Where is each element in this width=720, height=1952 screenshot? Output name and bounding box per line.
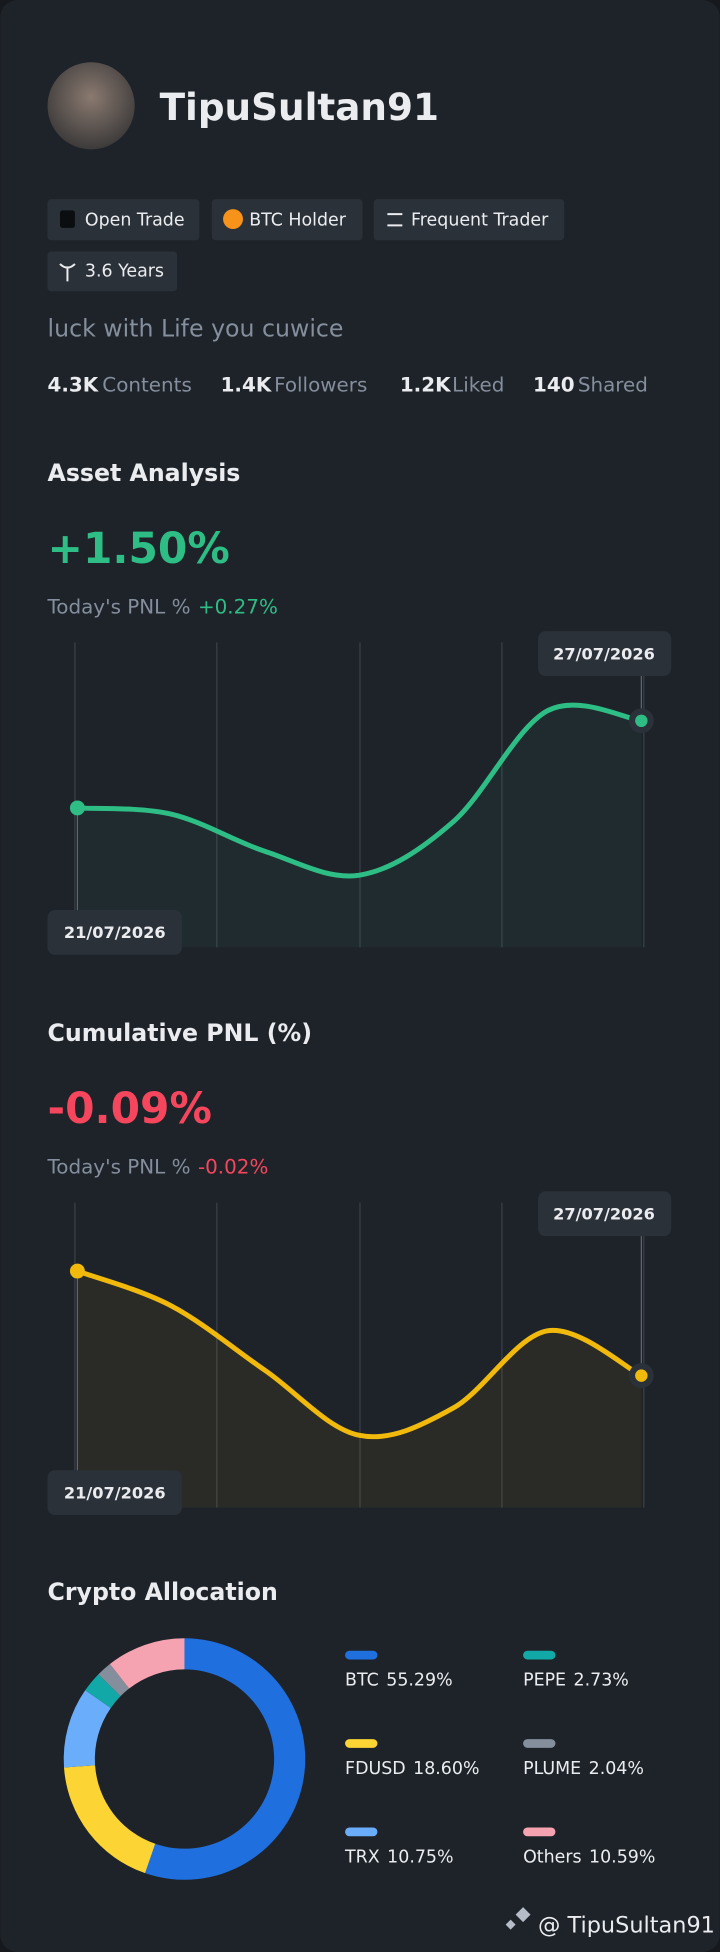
start-dot <box>69 1263 85 1279</box>
cumulative-pnl: Cumulative PNL (%) -0.09% Today's PNL % -0.… <box>47 1019 672 1516</box>
stat-value: 140 <box>533 373 575 396</box>
donut-segment <box>64 1765 156 1874</box>
badge-text: BTC Holder <box>249 210 347 230</box>
tooltip <box>538 1191 672 1237</box>
legend-swatch <box>523 1650 556 1660</box>
legend-name: PEPE <box>523 1671 566 1691</box>
end-dot <box>635 714 648 728</box>
legend-swatch <box>345 1650 378 1660</box>
stat-label: Contents <box>102 373 192 396</box>
tooltip <box>47 910 182 955</box>
legend-text: PLUME 2.04% <box>523 1759 644 1779</box>
legend-swatch <box>523 1739 556 1748</box>
donut-segment <box>145 1638 306 1880</box>
end-dot <box>635 1369 648 1382</box>
badge-icon <box>59 210 75 228</box>
badge-icon <box>59 263 76 282</box>
tooltip <box>538 631 672 676</box>
legend-value: 55.29% <box>386 1671 452 1691</box>
legend-text: Others 10.59% <box>523 1847 655 1867</box>
badge <box>47 199 200 241</box>
legend-name: BTC <box>345 1671 379 1691</box>
pnl-label-text: Today's PNL % <box>47 595 191 618</box>
pnl-label: Today's PNL % +0.27% <box>47 595 278 618</box>
donut-segment <box>85 1674 121 1709</box>
badge <box>373 199 565 241</box>
legend-swatch <box>345 1827 378 1837</box>
username: TipuSultan91 <box>160 85 439 129</box>
pnl-today: -0.02% <box>198 1155 268 1178</box>
badge <box>211 199 363 241</box>
legend-swatch <box>523 1827 556 1837</box>
bio: luck with Life you cuwice <box>48 314 344 342</box>
legend-value: 10.59% <box>589 1847 655 1867</box>
allocation: BTC 55.29% FDUSD 18.60% TRX 10.75% PEPE 2.73% PL… <box>63 1638 655 1880</box>
area <box>77 1271 642 1508</box>
pnl-value: +1.50% <box>48 524 230 573</box>
legend-name: Others <box>523 1847 582 1867</box>
legend-value: 18.60% <box>413 1759 479 1779</box>
donut-segment <box>109 1638 185 1689</box>
pnl-label: Today's PNL % -0.02% <box>47 1155 269 1178</box>
pnl-value: -0.09% <box>48 1084 212 1133</box>
donut-segment <box>63 1690 111 1768</box>
legend-value: 2.04% <box>589 1759 644 1779</box>
section-title: Crypto Allocation <box>48 1578 278 1606</box>
legend-name: FDUSD <box>345 1759 406 1779</box>
stat-value: 1.4K <box>221 373 273 396</box>
watermark-logo <box>505 1907 531 1930</box>
line <box>76 1268 643 1440</box>
pnl-label-text: Today's PNL % <box>47 1155 191 1178</box>
asset-analysis: Asset Analysis +1.50% Today's PNL % +0.27% 2… <box>47 459 672 955</box>
stat-label: Liked <box>452 373 504 396</box>
tooltip <box>47 1470 182 1516</box>
legend-text: FDUSD 18.60% <box>345 1759 479 1779</box>
end-date: 27/07/2026 <box>553 1205 655 1224</box>
badge-text: 3.6 Years <box>85 261 164 281</box>
legend-text: BTC 55.29% <box>345 1671 453 1691</box>
pnl-today: +0.27% <box>198 595 278 618</box>
stat-label: Shared <box>578 373 648 396</box>
avatar[interactable] <box>47 62 135 150</box>
badge-text: Open Trade <box>85 210 185 230</box>
end-date: 27/07/2026 <box>553 644 655 663</box>
legend-swatch <box>345 1739 378 1748</box>
legend-name: TRX <box>344 1847 380 1867</box>
donut-segment <box>98 1664 130 1697</box>
badge-icon <box>223 209 243 230</box>
start-date: 21/07/2026 <box>64 923 166 942</box>
legend-value: 10.75% <box>387 1847 453 1867</box>
watermark: @ TipuSultan91 <box>538 1912 715 1938</box>
legend-value: 2.73% <box>574 1671 629 1691</box>
section-title: Cumulative PNL (%) <box>48 1019 312 1047</box>
start-date: 21/07/2026 <box>64 1483 166 1502</box>
section-title: Asset Analysis <box>48 459 241 487</box>
stats: 4.3K Contents 1.4K Followers 1.2K Liked … <box>48 373 648 396</box>
badge-text: Frequent Trader <box>411 210 549 230</box>
legend-text: PEPE 2.73% <box>523 1671 629 1691</box>
line <box>77 702 642 879</box>
stat-value: 1.2K <box>400 373 452 396</box>
legend-name: PLUME <box>523 1759 581 1779</box>
start-dot <box>69 800 85 816</box>
badge-icon <box>387 213 403 227</box>
legend-text: TRX 10.75% <box>344 1847 454 1867</box>
stat-label: Followers <box>274 373 367 396</box>
badge <box>47 251 178 292</box>
stat-value: 4.3K <box>48 373 100 396</box>
